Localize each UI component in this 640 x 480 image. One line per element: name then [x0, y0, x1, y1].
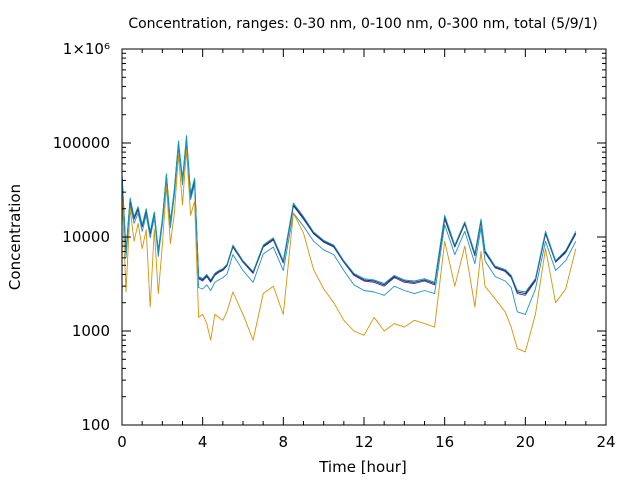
series-line-1: [121, 138, 577, 295]
chart-title: Concentration, ranges: 0-30 nm, 0-100 nm…: [128, 16, 597, 32]
x-tick-label: 8: [279, 433, 289, 451]
y-tick-label: 100: [81, 416, 110, 434]
x-tick-label: 16: [435, 433, 454, 451]
x-tick-label: 0: [117, 433, 127, 451]
y-tick-label: 1×10⁶: [63, 40, 110, 58]
x-axis-label: Time [hour]: [318, 458, 407, 476]
x-tick-label: 24: [596, 433, 615, 451]
y-tick-label: 100000: [53, 134, 110, 152]
plot-frame: [121, 48, 607, 426]
y-tick-label: 10000: [62, 228, 110, 246]
series-line-3: [121, 135, 577, 293]
series-line-4: [121, 142, 577, 315]
y-tick-label: 1000: [72, 322, 110, 340]
series-layer: [121, 135, 577, 353]
series-line-5: [121, 149, 577, 353]
x-tick-label: 4: [198, 433, 208, 451]
x-tick-label: 20: [516, 433, 535, 451]
y-axis-label: Concentration: [6, 184, 24, 290]
x-tick-label: 12: [354, 433, 373, 451]
ticks-layer: 0 4 8 12 16 20 24 100 1000 10000 100000 1×10⁶: [53, 40, 616, 451]
